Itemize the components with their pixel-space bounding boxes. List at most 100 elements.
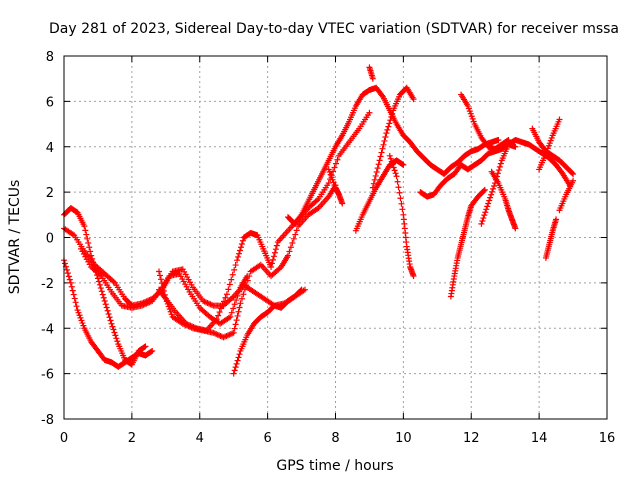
data-point bbox=[478, 220, 485, 227]
data-point bbox=[232, 321, 239, 328]
data-point bbox=[389, 161, 396, 168]
data-point bbox=[383, 130, 390, 137]
data-point bbox=[379, 92, 386, 99]
data-point bbox=[366, 109, 373, 116]
x-tick-label: 10 bbox=[395, 431, 412, 446]
data-point bbox=[388, 113, 395, 120]
data-point bbox=[230, 329, 237, 336]
data-point bbox=[384, 126, 391, 133]
y-tick-label: -2 bbox=[41, 277, 54, 292]
data-point bbox=[83, 231, 90, 238]
data-point bbox=[378, 149, 385, 156]
data-point bbox=[512, 225, 519, 232]
data-point bbox=[156, 272, 163, 279]
x-tick-label: 12 bbox=[463, 431, 480, 446]
y-tick-label: 0 bbox=[46, 232, 54, 247]
data-point bbox=[67, 279, 74, 286]
data-point bbox=[284, 252, 291, 259]
data-point bbox=[104, 307, 111, 314]
data-point bbox=[268, 260, 275, 267]
data-point bbox=[273, 242, 280, 249]
data-point bbox=[223, 291, 230, 298]
x-tick-label: 2 bbox=[128, 431, 136, 446]
data-point bbox=[497, 160, 504, 167]
data-point bbox=[148, 348, 155, 355]
data-point bbox=[386, 120, 393, 127]
data-point bbox=[370, 180, 377, 187]
x-tick-label: 16 bbox=[599, 431, 616, 446]
data-point bbox=[142, 343, 149, 350]
data-point bbox=[222, 294, 229, 301]
data-point bbox=[64, 270, 71, 277]
data-point bbox=[84, 235, 91, 242]
data-point bbox=[512, 143, 519, 150]
data-point bbox=[388, 158, 395, 165]
data-point bbox=[235, 308, 242, 315]
data-point bbox=[286, 248, 293, 255]
data-point bbox=[377, 153, 384, 160]
data-point bbox=[108, 320, 115, 327]
data-point bbox=[228, 309, 235, 316]
data-point bbox=[237, 244, 244, 251]
data-point bbox=[399, 206, 406, 213]
y-tick-label: -8 bbox=[41, 413, 54, 428]
data-point bbox=[229, 271, 236, 278]
data-point bbox=[236, 250, 243, 257]
data-point bbox=[398, 200, 405, 207]
data-point bbox=[231, 266, 238, 273]
data-point bbox=[236, 351, 243, 358]
data-point bbox=[97, 285, 104, 292]
data-point bbox=[331, 164, 338, 171]
data-point bbox=[487, 194, 494, 201]
y-tick-label: 4 bbox=[46, 141, 54, 156]
x-tick-label: 4 bbox=[196, 431, 204, 446]
data-point bbox=[233, 360, 240, 367]
data-point bbox=[226, 281, 233, 288]
x-tick-label: 0 bbox=[60, 431, 68, 446]
data-point bbox=[230, 305, 237, 312]
data-point bbox=[271, 249, 278, 256]
data-point bbox=[68, 283, 75, 290]
data-point bbox=[157, 276, 164, 283]
y-tick-label: 2 bbox=[46, 186, 54, 201]
data-point bbox=[490, 185, 497, 192]
data-point bbox=[292, 231, 299, 238]
data-point bbox=[72, 299, 79, 306]
data-point bbox=[233, 297, 240, 304]
data-point bbox=[243, 282, 250, 289]
data-point bbox=[236, 304, 243, 311]
data-point bbox=[70, 291, 77, 298]
data-point bbox=[484, 203, 491, 210]
data-point bbox=[494, 170, 501, 177]
y-tick-label: -6 bbox=[41, 368, 54, 383]
data-point bbox=[332, 160, 339, 167]
data-point bbox=[298, 286, 305, 293]
data-point bbox=[99, 291, 106, 298]
data-point bbox=[269, 256, 276, 263]
data-point bbox=[215, 312, 222, 319]
data-point bbox=[158, 280, 165, 287]
data-point bbox=[225, 286, 232, 293]
data-point bbox=[486, 197, 493, 204]
data-point bbox=[385, 123, 392, 130]
data-point bbox=[241, 286, 248, 293]
x-tick-label: 8 bbox=[331, 431, 339, 446]
data-point bbox=[82, 227, 89, 234]
data-point bbox=[228, 276, 235, 283]
data-point bbox=[231, 367, 238, 374]
data-point bbox=[373, 169, 380, 176]
data-point bbox=[231, 301, 238, 308]
data-point bbox=[387, 117, 394, 124]
data-point bbox=[231, 325, 238, 332]
data-point bbox=[570, 170, 577, 177]
data-point bbox=[81, 223, 88, 230]
data-point bbox=[112, 332, 119, 339]
data-point bbox=[234, 357, 241, 364]
data-point bbox=[102, 301, 109, 308]
data-point bbox=[149, 347, 156, 354]
data-point bbox=[246, 273, 253, 280]
data-point bbox=[232, 262, 239, 269]
data-point bbox=[481, 212, 488, 219]
data-point bbox=[556, 116, 563, 123]
